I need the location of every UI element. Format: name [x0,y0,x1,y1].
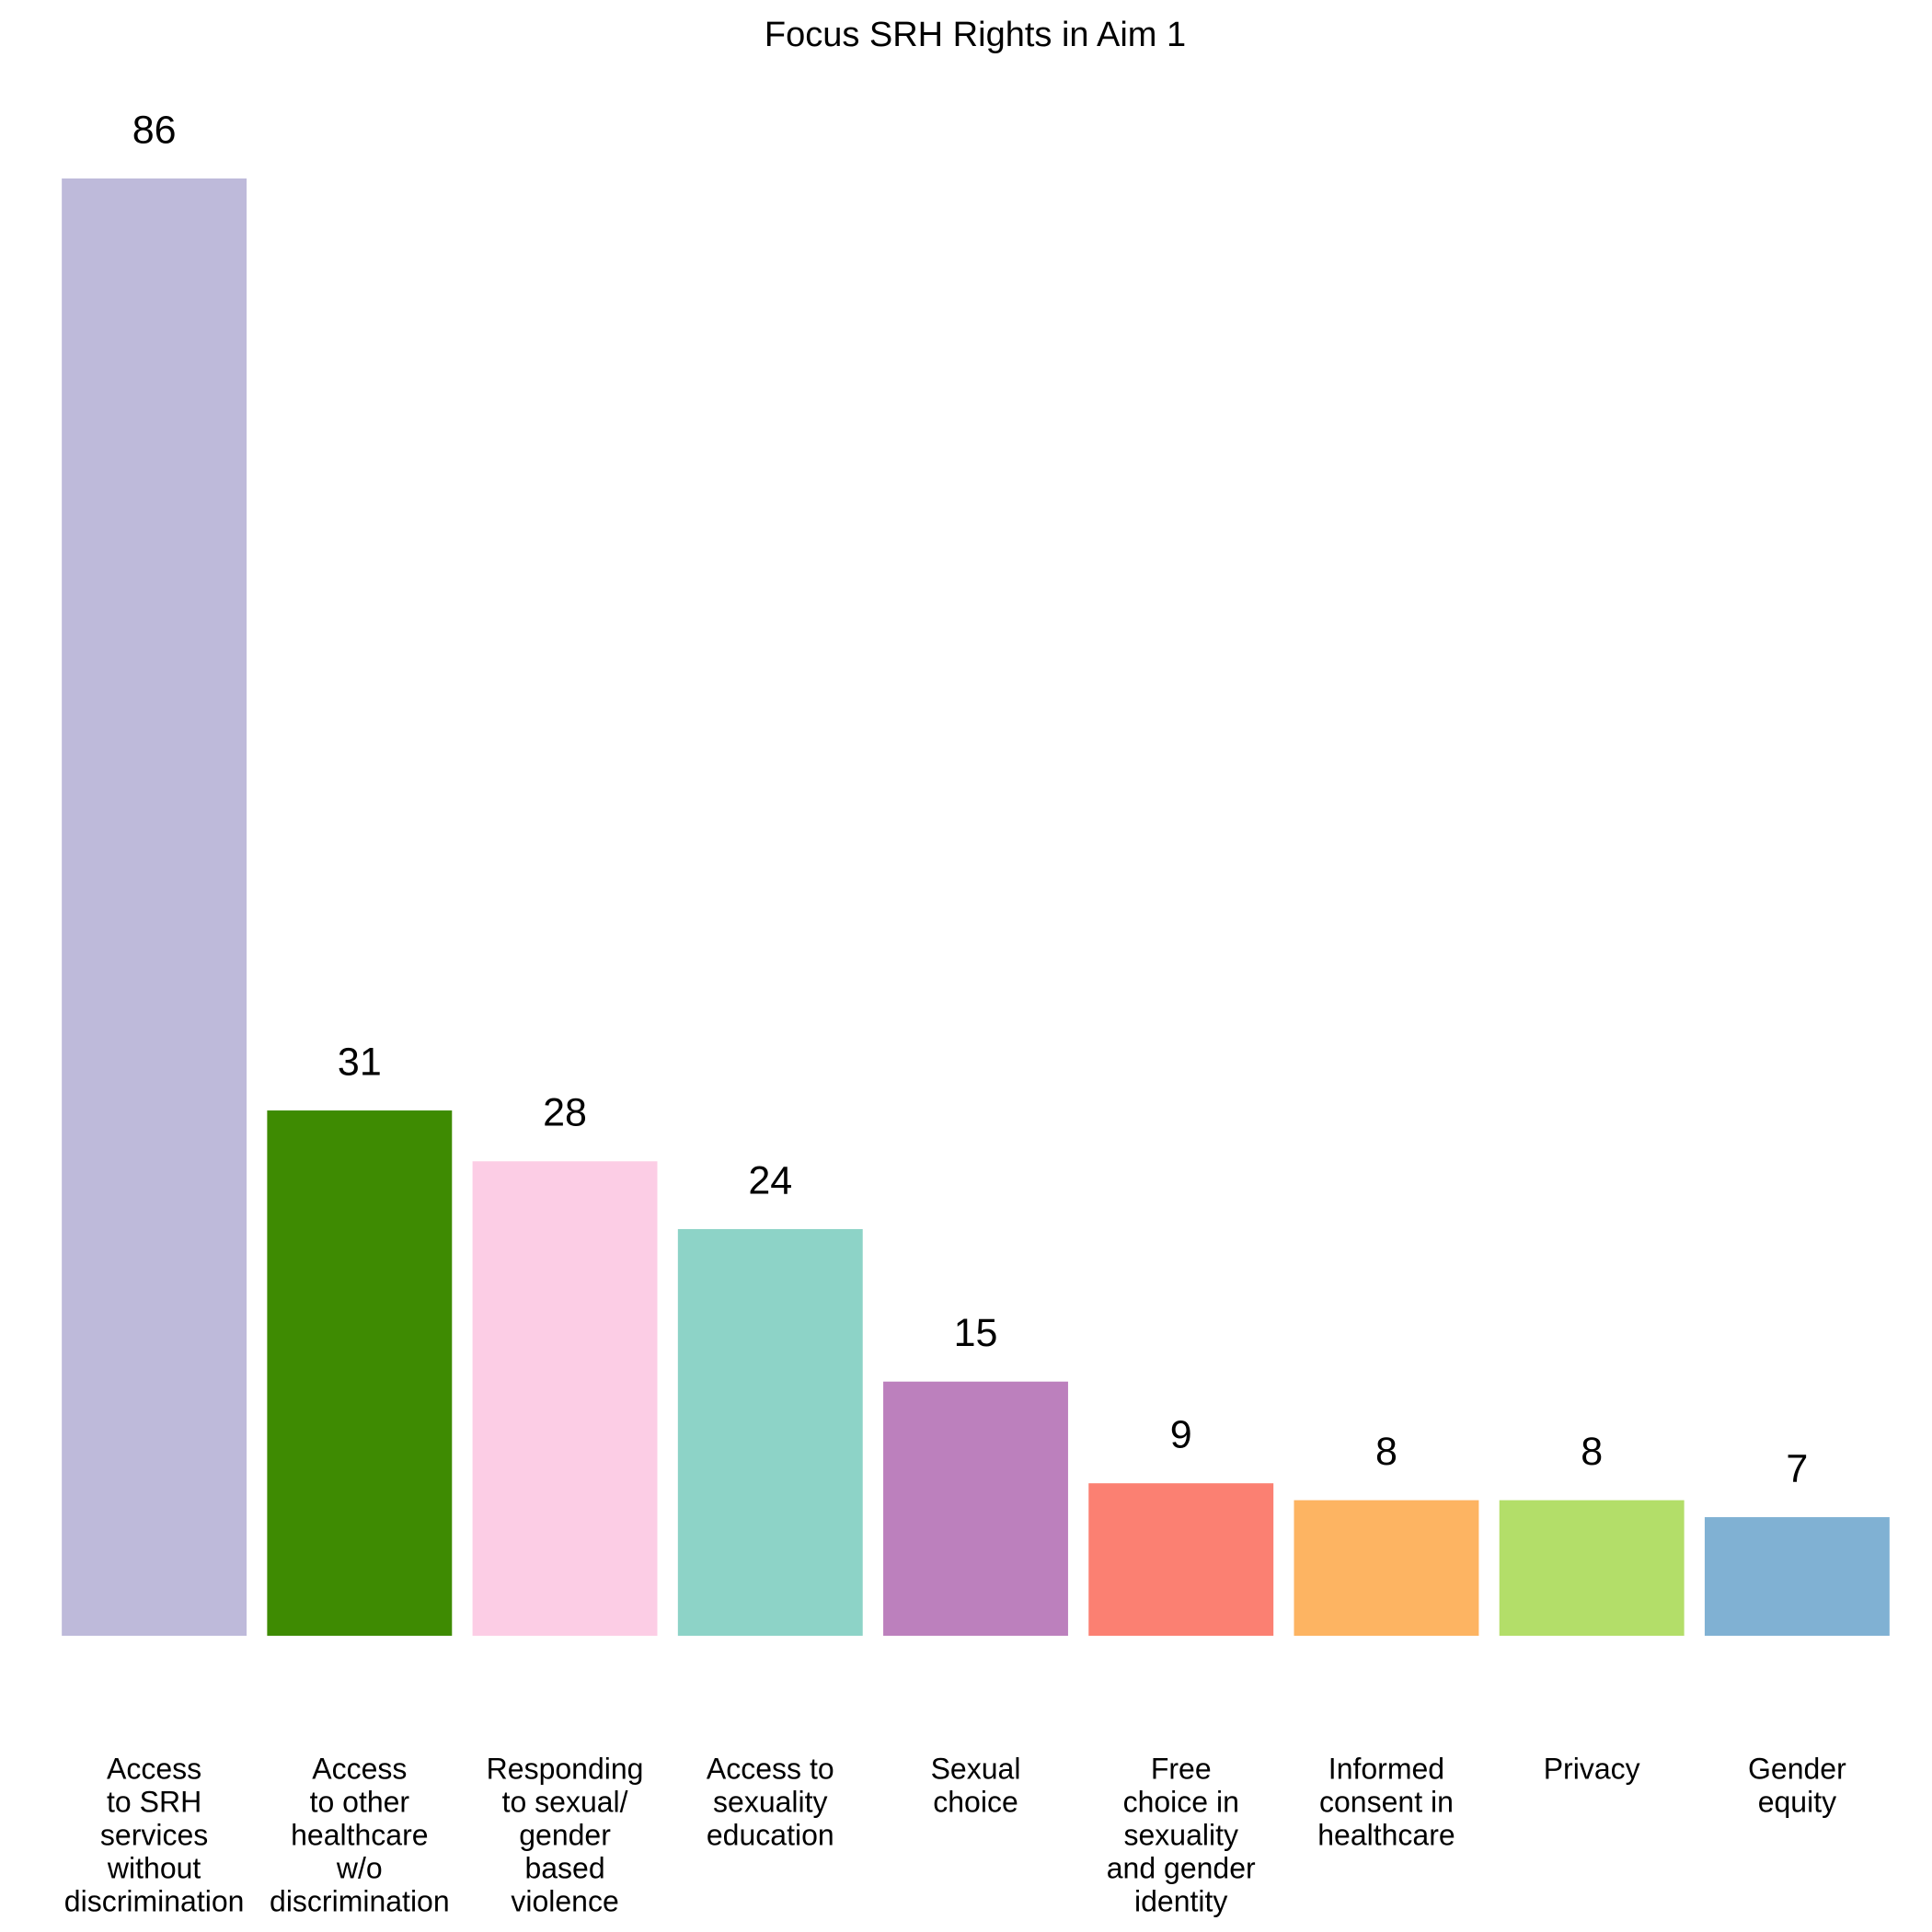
bar [267,1110,453,1636]
value-label: 31 [338,1040,382,1084]
chart-title: Focus SRH Rights in Aim 1 [765,16,1186,54]
x-tick-label: Privacy [1544,1752,1640,1785]
x-tick-label: Access to SRH services without discriminatio… [64,1752,245,1917]
bar [1294,1500,1479,1636]
bar [472,1161,658,1636]
bar [1499,1500,1685,1636]
x-tick-label: Informed consent in healthcare [1317,1752,1455,1851]
x-tick-label: Access to sexuality education [707,1752,834,1851]
value-label: 15 [954,1311,998,1355]
x-tick-label: Free choice in sexuality and gender identity [1107,1752,1256,1917]
bar [1088,1483,1274,1636]
value-label: 9 [1170,1413,1192,1457]
x-tick-label: Sexual choice [931,1752,1021,1818]
bar [62,178,247,1636]
bar [1704,1517,1890,1636]
value-label: 24 [748,1158,792,1202]
x-tick-label: Responding to sexual/gender based violence [487,1752,644,1917]
value-label: 28 [543,1091,587,1135]
x-tick-label: Gender equity [1748,1752,1846,1818]
bar [677,1228,863,1636]
value-label: 8 [1581,1430,1603,1474]
value-label: 7 [1786,1446,1808,1490]
value-label: 8 [1375,1430,1397,1474]
bar [883,1381,1068,1636]
value-label: 86 [132,108,177,152]
x-tick-label: Access to other healthcare w/o discriminatio… [270,1752,450,1917]
